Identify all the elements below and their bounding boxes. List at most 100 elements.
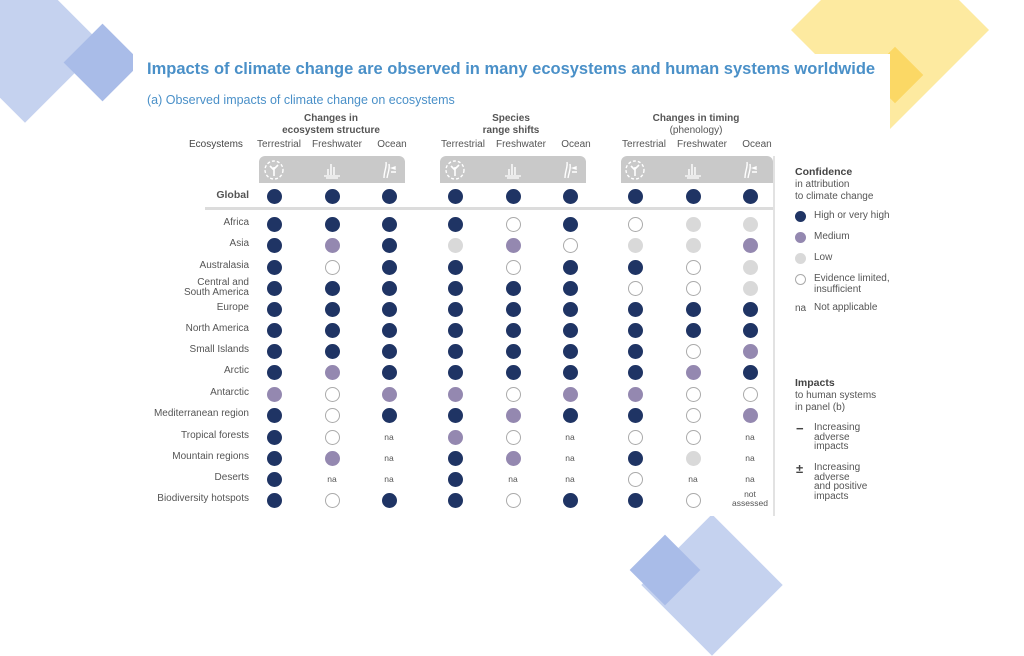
confidence-dot-high <box>685 188 701 204</box>
row-label: Global <box>216 189 249 201</box>
confidence-dot-high <box>381 188 397 204</box>
confidence-dot-high <box>447 492 463 508</box>
confidence-dot-high <box>381 492 397 508</box>
row-label: Deserts <box>214 472 249 483</box>
legend-confidence-sub: to climate change <box>795 191 874 202</box>
row-label: Arctic <box>224 365 249 376</box>
figure-panel: Impacts of climate change are observed i… <box>133 54 890 516</box>
confidence-dot-low <box>627 237 643 253</box>
group-header-line1: Species <box>492 113 530 124</box>
row-label: Mediterranean region <box>153 408 249 419</box>
confidence-dot-high <box>266 407 282 423</box>
confidence-dot-limited <box>562 237 578 253</box>
confidence-dot-low <box>685 237 701 253</box>
confidence-dot-low <box>685 216 701 232</box>
confidence-dot-high <box>447 259 463 275</box>
confidence-dot-limited <box>324 429 340 445</box>
confidence-dot-high <box>627 492 643 508</box>
confidence-dot-medium <box>324 364 340 380</box>
col-header: Ocean <box>377 139 407 150</box>
confidence-dot-high <box>381 364 397 380</box>
legend-impacts-sub: in panel (b) <box>795 402 846 413</box>
na-label: na <box>384 474 394 484</box>
group-header-line1: Changes in timing <box>652 113 740 124</box>
confidence-dot-high <box>562 343 578 359</box>
confidence-dot-medium <box>266 386 282 402</box>
confidence-dot-high <box>324 280 340 296</box>
confidence-dot-high <box>381 237 397 253</box>
freshwater-icon <box>321 159 343 186</box>
col-header: Terrestrial <box>622 139 666 150</box>
confidence-dot-high <box>505 188 521 204</box>
confidence-dot-limited <box>627 471 643 487</box>
legend-impact-label: impacts <box>814 490 849 502</box>
confidence-dot-high <box>266 429 282 445</box>
confidence-dot-medium <box>562 386 578 402</box>
group-header-structure: Changes in ecosystem structure <box>281 113 381 137</box>
confidence-dot-high <box>266 237 282 253</box>
col-header: Terrestrial <box>441 139 485 150</box>
col-header: Freshwater <box>495 139 546 150</box>
na-label: na <box>565 453 575 463</box>
confidence-dot-limited <box>685 407 701 423</box>
na-label: na <box>745 453 755 463</box>
confidence-dot-high <box>447 280 463 296</box>
confidence-dot-low <box>447 237 463 253</box>
ocean-icon <box>739 159 761 186</box>
confidence-dot-high <box>266 492 282 508</box>
row-label: North America <box>185 323 249 334</box>
row-label: Mountain regions <box>172 451 249 462</box>
legend-dot-high <box>794 210 806 222</box>
na-label: na <box>327 474 337 484</box>
confidence-dot-high <box>627 322 643 338</box>
row-label: Asia <box>229 238 249 249</box>
confidence-dot-high <box>381 301 397 317</box>
confidence-dot-medium <box>742 237 758 253</box>
ocean-icon <box>378 159 400 186</box>
group-header-line1: Changes in <box>304 113 358 124</box>
confidence-dot-high <box>562 301 578 317</box>
na-label: na <box>384 453 394 463</box>
confidence-dot-high <box>266 259 282 275</box>
confidence-dot-high <box>562 322 578 338</box>
confidence-dot-high <box>324 343 340 359</box>
legend-label: High or very high <box>814 210 890 221</box>
freshwater-icon <box>502 159 524 186</box>
confidence-dot-high <box>266 450 282 466</box>
confidence-dot-low <box>742 259 758 275</box>
confidence-dot-high <box>381 407 397 423</box>
confidence-dot-high <box>685 322 701 338</box>
legend-dot-limited <box>794 273 806 285</box>
na-label: na <box>688 474 698 484</box>
row-label: Tropical forests <box>181 430 249 441</box>
freshwater-icon <box>682 159 704 186</box>
confidence-dot-medium <box>447 386 463 402</box>
confidence-dot-limited <box>505 386 521 402</box>
group-header-line2: (phenology) <box>669 125 723 136</box>
confidence-dot-medium <box>447 429 463 445</box>
confidence-dot-limited <box>324 407 340 423</box>
legend-dot-low <box>794 252 806 264</box>
confidence-dot-limited <box>685 429 701 445</box>
confidence-dot-high <box>562 407 578 423</box>
confidence-dot-high <box>562 216 578 232</box>
confidence-dot-limited <box>685 280 701 296</box>
legend-label: Low <box>814 252 833 263</box>
confidence-dot-high <box>266 471 282 487</box>
legend-confidence-sub: in attribution <box>795 179 850 190</box>
legend-label: insufficient <box>814 284 862 295</box>
confidence-dot-high <box>447 471 463 487</box>
confidence-dot-high <box>505 343 521 359</box>
confidence-dot-high <box>562 364 578 380</box>
confidence-dot-high <box>324 216 340 232</box>
confidence-dot-high <box>381 259 397 275</box>
confidence-dot-high <box>627 301 643 317</box>
confidence-dot-high <box>447 343 463 359</box>
row-label-line2: South America <box>183 287 249 298</box>
group-header-timing: Changes in timing (phenology) <box>641 113 751 137</box>
confidence-dot-high <box>324 188 340 204</box>
confidence-dot-high <box>447 407 463 423</box>
confidence-dot-limited <box>324 386 340 402</box>
row-label: Biodiversity hotspots <box>157 493 249 504</box>
confidence-dot-high <box>505 280 521 296</box>
